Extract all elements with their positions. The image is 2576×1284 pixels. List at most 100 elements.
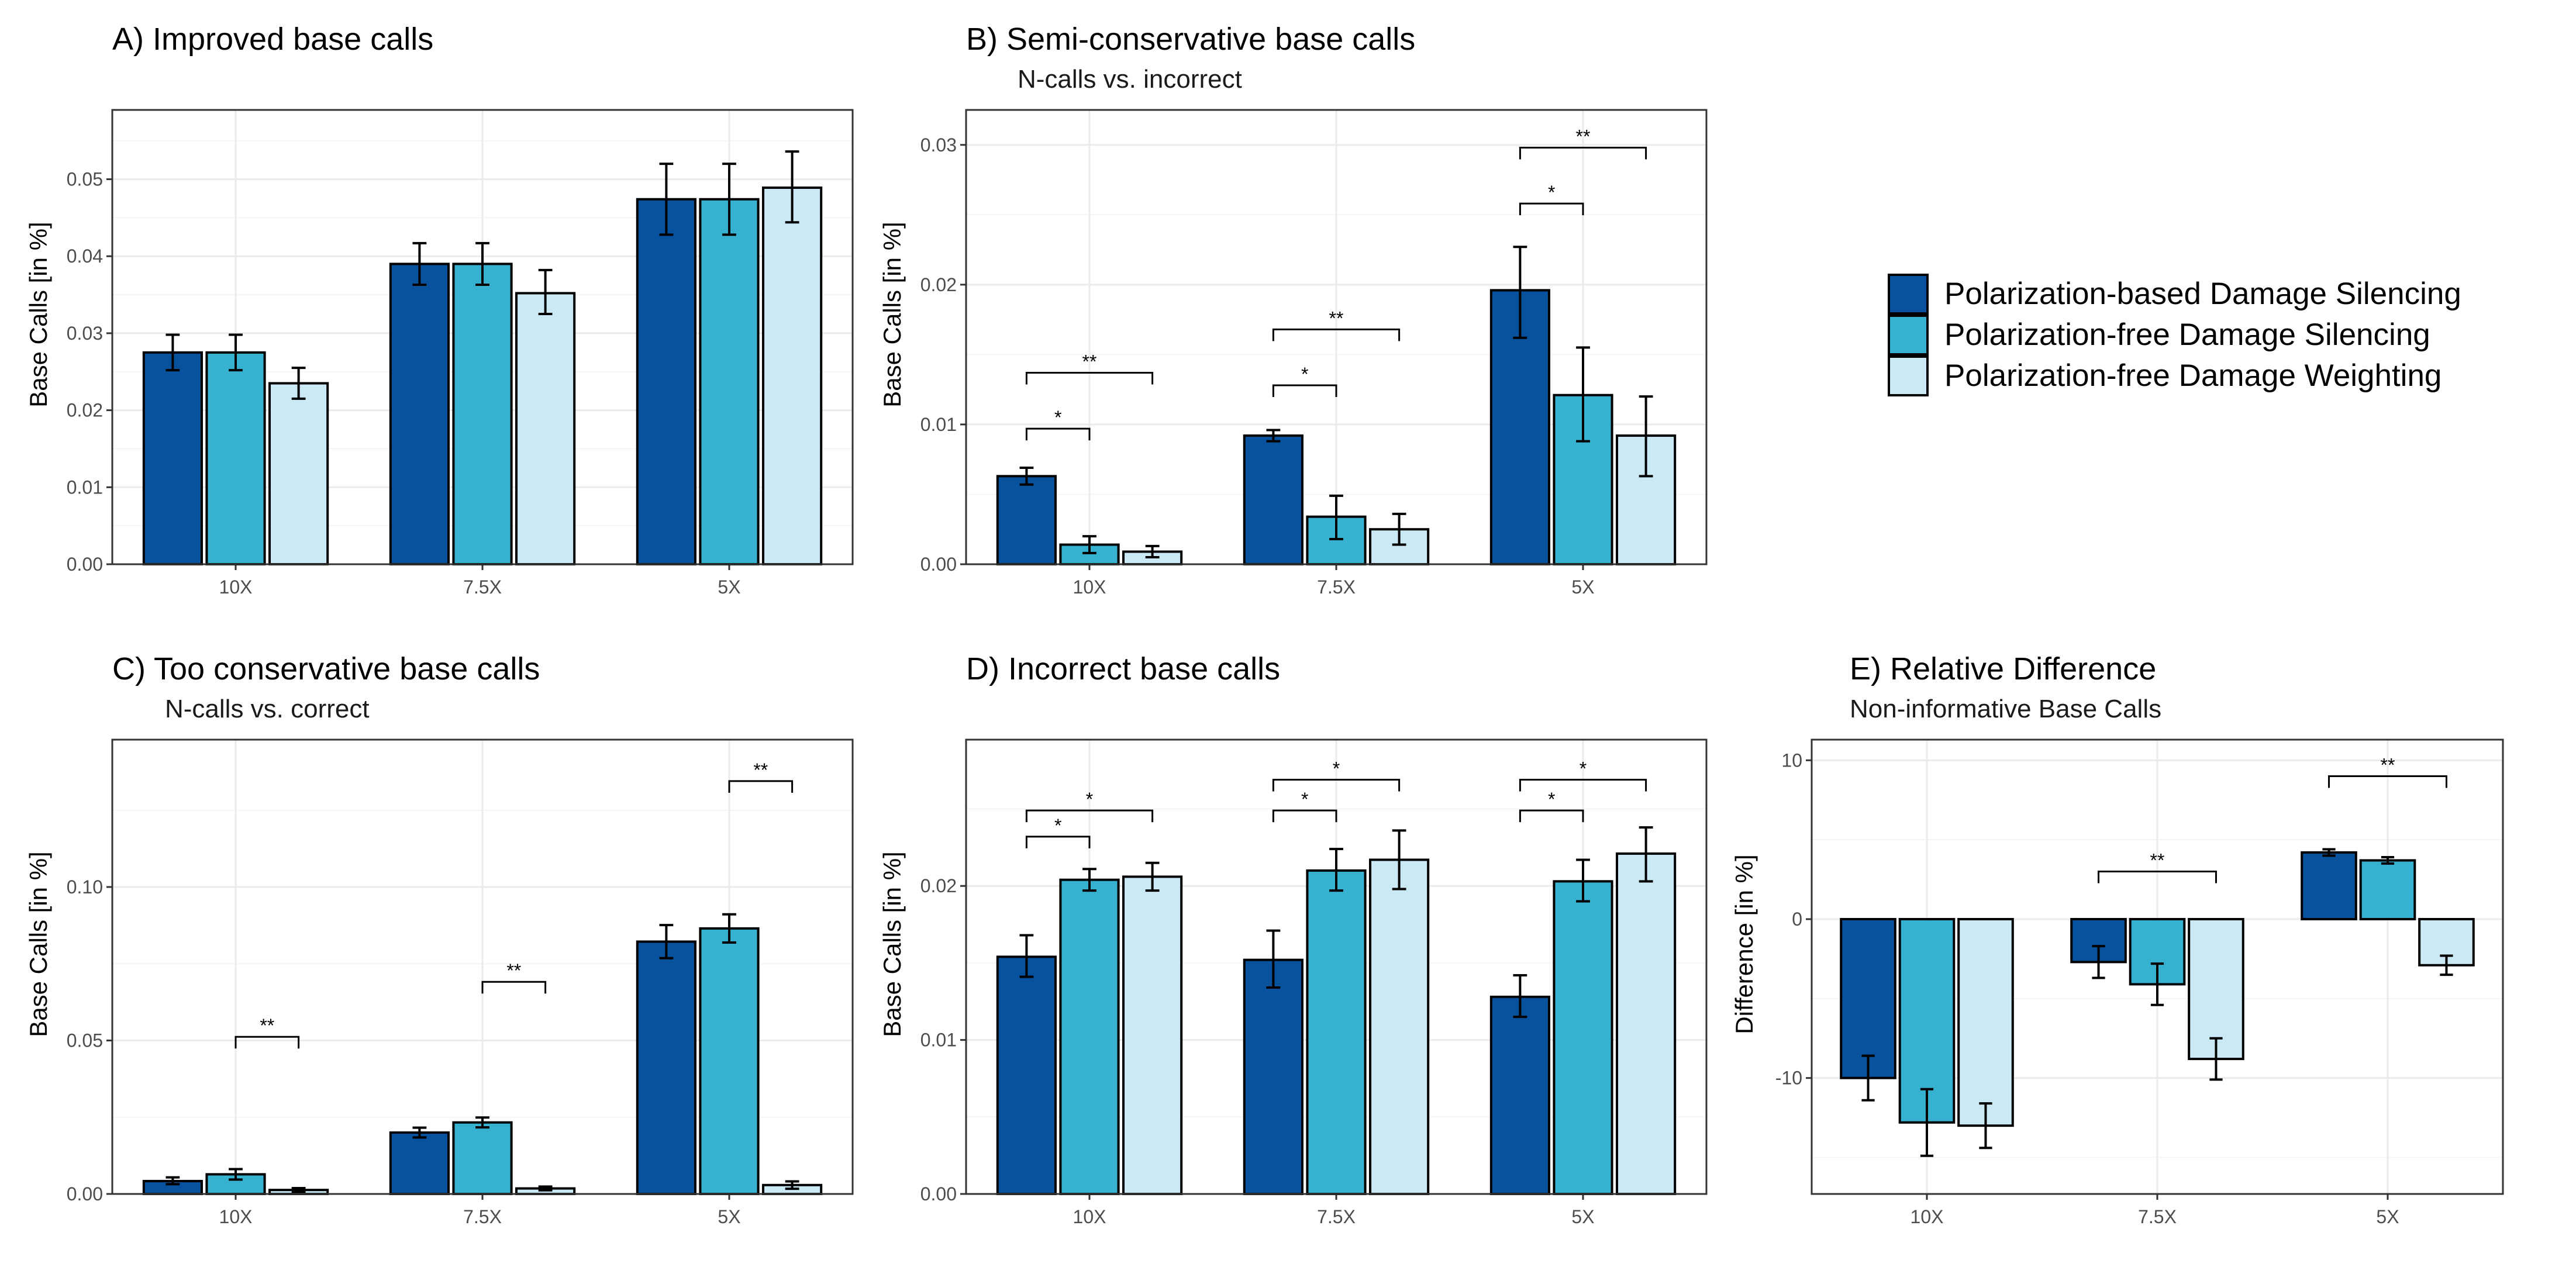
panel-a-bar bbox=[389, 263, 450, 565]
panel-a-bar bbox=[452, 263, 513, 565]
panel-e-bar bbox=[1840, 917, 1896, 1079]
panel-d-x-tick-label: 7.5X bbox=[1317, 1206, 1356, 1227]
panel-d-significance-label: * bbox=[1054, 815, 1061, 836]
panel-a-y-tick-label: 0.05 bbox=[67, 169, 103, 190]
panel-b-significance-bracket bbox=[1025, 371, 1154, 385]
panel-c-bar bbox=[636, 940, 696, 1195]
panel-d-x-tick-label: 5X bbox=[1571, 1206, 1594, 1227]
panel-a-x-tick-label: 10X bbox=[219, 577, 253, 598]
panel-d-y-tick-label: 0.01 bbox=[920, 1030, 957, 1051]
panel-e-bar bbox=[2188, 917, 2244, 1061]
panel-c-y-tick-label: 0.00 bbox=[67, 1183, 103, 1204]
panel-d-significance-label: * bbox=[1086, 789, 1093, 810]
panel-e-y-axis-title: Difference [in %] bbox=[1730, 854, 1758, 1034]
panel-d-y-tick-label: 0.00 bbox=[920, 1183, 957, 1204]
panel-d-bar bbox=[996, 955, 1057, 1195]
panel-b-bar bbox=[996, 475, 1057, 565]
panel-b-significance-label: * bbox=[1301, 364, 1308, 385]
panel-e-y-tick-label: -10 bbox=[1775, 1068, 1802, 1089]
panel-d-bar bbox=[1489, 995, 1550, 1195]
panel-e-border bbox=[1811, 738, 2504, 1195]
panel-c-plot-area: 0.00 0.05 0.10 10X 7.5X 5X ** ** ** bbox=[67, 738, 854, 1227]
panel-e-bar bbox=[1957, 917, 2014, 1127]
panel-a-border bbox=[111, 109, 854, 565]
panel-d-y-tick-label: 0.02 bbox=[920, 875, 957, 896]
panel-b-significance-label: * bbox=[1548, 182, 1555, 203]
panel-d-bar bbox=[1122, 875, 1183, 1196]
panel-c-significance-bracket bbox=[728, 780, 794, 793]
panel-d-significance-label: * bbox=[1580, 758, 1587, 779]
panel-d-significance-bracket bbox=[1272, 778, 1401, 792]
panel-d-significance-bracket bbox=[1025, 809, 1154, 823]
panel-b-title: B) Semi-conservative base calls bbox=[966, 22, 1415, 57]
panel-d-plot-area: 0.00 0.01 0.02 10X 7.5X 5X * * * * * * bbox=[920, 738, 1708, 1227]
panel-c-bar bbox=[699, 927, 760, 1195]
panel-a-y-tick-label: 0.03 bbox=[67, 323, 103, 344]
panel-a-plot-area: 0.00 0.01 0.02 0.03 0.04 0.05 10X 7.5X 5X bbox=[67, 109, 854, 598]
panel-b-significance-label: ** bbox=[1082, 351, 1097, 372]
panel-e-x-tick-label: 7.5X bbox=[2138, 1206, 2177, 1227]
panel-c-border bbox=[111, 738, 854, 1195]
panel-e-bar bbox=[2301, 851, 2357, 920]
panel-a-bar bbox=[699, 198, 760, 565]
panel-c-y-axis-title: Base Calls [in %] bbox=[25, 851, 52, 1037]
panel-c-x-tick-label: 10X bbox=[219, 1206, 253, 1227]
panel-d-bar bbox=[1243, 958, 1303, 1195]
panel-e-subtitle: Non-informative Base Calls bbox=[1850, 695, 2161, 723]
panel-b-significance-label: ** bbox=[1329, 308, 1344, 329]
panel-a-bar bbox=[762, 187, 823, 566]
panel-e-significance-label: ** bbox=[2381, 754, 2395, 775]
panel-c-y-tick-label: 0.05 bbox=[67, 1030, 103, 1051]
panel-d-significance-label: * bbox=[1301, 789, 1308, 810]
panel-b-border bbox=[965, 109, 1708, 565]
panel-d-significance-bracket bbox=[1519, 809, 1584, 823]
panel-c-y-tick-label: 0.10 bbox=[67, 876, 103, 898]
panel-d-bar bbox=[1616, 852, 1677, 1195]
legend-swatch-polarization-based-silencing bbox=[1888, 274, 1929, 315]
panel-d-border bbox=[965, 738, 1708, 1195]
legend-swatch-polarization-free-silencing bbox=[1888, 315, 1929, 355]
panel-b-x-tick-label: 7.5X bbox=[1317, 577, 1356, 598]
panel-a-bar bbox=[205, 351, 266, 565]
panel-c-title: C) Too conservative base calls bbox=[112, 651, 540, 686]
legend-label-polarization-based-silencing: Polarization-based Damage Silencing bbox=[1944, 277, 2461, 311]
panel-e-plot-area: -10 0 10 10X 7.5X 5X ** ** bbox=[1775, 738, 2504, 1227]
panel-b-significance-label: ** bbox=[1576, 126, 1591, 147]
panel-a-y-tick-label: 0.02 bbox=[67, 400, 103, 421]
panel-a-y-tick-label: 0.01 bbox=[67, 477, 103, 498]
panel-b-y-tick-label: 0.01 bbox=[920, 414, 957, 435]
panel-b-x-tick-label: 10X bbox=[1073, 577, 1106, 598]
panel-e-significance-label: ** bbox=[2150, 850, 2165, 871]
panel-b-bar bbox=[1243, 434, 1303, 566]
panel-a-x-tick-label: 7.5X bbox=[463, 577, 502, 598]
panel-e-bar bbox=[2070, 917, 2127, 964]
panel-c-subtitle: N-calls vs. correct bbox=[165, 695, 370, 723]
panel-d-y-axis-title: Base Calls [in %] bbox=[878, 851, 906, 1037]
panel-b-significance-bracket bbox=[1519, 147, 1647, 160]
panel-d-title: D) Incorrect base calls bbox=[966, 651, 1280, 686]
panel-c-bar bbox=[452, 1121, 513, 1196]
panel-c-significance-bracket bbox=[235, 1036, 300, 1049]
legend-label-polarization-free-silencing: Polarization-free Damage Silencing bbox=[1944, 317, 2430, 352]
panel-d-bar bbox=[1553, 880, 1613, 1195]
panel-c-bar bbox=[389, 1131, 450, 1195]
panel-b-y-tick-label: 0.03 bbox=[920, 134, 957, 156]
panel-b-significance-label: * bbox=[1054, 407, 1061, 428]
panel-e-y-tick-label: 10 bbox=[1781, 750, 1802, 771]
panel-a-y-tick-label: 0.00 bbox=[67, 554, 103, 575]
panel-c-x-tick-label: 5X bbox=[718, 1206, 740, 1227]
panel-e-significance-bracket bbox=[2328, 775, 2447, 788]
panel-c-significance-label: ** bbox=[753, 760, 768, 781]
panel-b: B) Semi-conservative base calls N-calls … bbox=[878, 22, 1708, 598]
panel-d-bar bbox=[1369, 858, 1430, 1195]
panel-d-significance-bracket bbox=[1519, 778, 1647, 792]
panel-c-significance-label: ** bbox=[260, 1015, 274, 1036]
panel-d-bar bbox=[1059, 878, 1120, 1195]
panel-b-x-tick-label: 5X bbox=[1571, 577, 1594, 598]
panel-a-y-axis-title: Base Calls [in %] bbox=[25, 222, 52, 407]
panel-a-y-tick-label: 0.04 bbox=[67, 246, 103, 267]
panel-d-significance-label: * bbox=[1333, 758, 1340, 779]
panel-a-x-tick-label: 5X bbox=[718, 577, 740, 598]
